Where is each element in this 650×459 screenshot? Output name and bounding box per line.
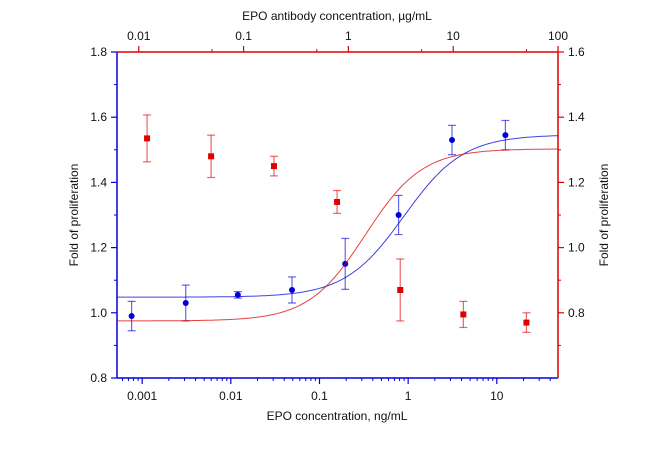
data-point xyxy=(182,300,189,307)
data-point xyxy=(523,319,530,326)
y2-tick-label: 1.4 xyxy=(568,110,585,124)
y-tick-label: 1.8 xyxy=(90,45,107,59)
data-point-group xyxy=(448,124,457,156)
x2-tick-label: 0.01 xyxy=(127,29,151,43)
y2-tick-label: 1.2 xyxy=(568,175,585,189)
x2-tick-label: 100 xyxy=(548,29,568,43)
x-axis-title: EPO concentration, ng/mL xyxy=(267,409,408,423)
x-tick-label: 0.001 xyxy=(127,389,157,403)
data-point-group xyxy=(394,194,403,236)
y-tick-label: 1.6 xyxy=(90,110,107,124)
y-axis-title: Fold of proliferation xyxy=(67,164,81,267)
data-point-group xyxy=(396,258,405,322)
y2-tick-label: 0.8 xyxy=(568,306,585,320)
data-point-group xyxy=(127,300,136,332)
data-point-group xyxy=(459,300,468,329)
fit-curve-antibody xyxy=(117,148,558,322)
data-point-group xyxy=(233,291,242,299)
data-point xyxy=(449,137,456,144)
axes: 0.001 0.01 0.1 1 10 0.01 0.1 1 10 100 0.8 1.0 1.2 1.4… xyxy=(90,29,585,403)
data-point xyxy=(208,153,215,160)
data-point xyxy=(395,212,402,218)
y2-tick-label: 1.6 xyxy=(568,45,585,59)
data-point xyxy=(334,198,341,205)
x-tick-label: 1 xyxy=(405,389,412,403)
x-tick-label: 10 xyxy=(490,389,504,403)
data-point-group xyxy=(522,312,531,333)
data-point xyxy=(502,132,509,139)
plot-area xyxy=(117,114,559,333)
data-point-group xyxy=(269,155,278,177)
y2-tick-label: 1.0 xyxy=(568,241,585,255)
x-tick-label: 0.01 xyxy=(219,389,243,403)
y-tick-label: 1.4 xyxy=(90,175,107,189)
x2-tick-label: 0.1 xyxy=(235,29,252,43)
x2-tick-label: 10 xyxy=(447,29,461,43)
data-point xyxy=(270,163,277,170)
y-tick-label: 1.2 xyxy=(90,241,107,255)
x-tick-label: 0.1 xyxy=(311,389,328,403)
data-point xyxy=(397,286,404,293)
x2-tick-label: 1 xyxy=(345,29,352,43)
data-point xyxy=(234,291,241,298)
data-point xyxy=(128,313,135,320)
data-point-group xyxy=(501,119,510,151)
data-point xyxy=(144,135,151,142)
data-point-group xyxy=(333,189,342,214)
data-point xyxy=(460,311,467,318)
data-point-group xyxy=(143,114,152,163)
data-point-group xyxy=(181,284,190,322)
data-point-group xyxy=(288,276,297,304)
y-tick-label: 0.8 xyxy=(90,371,107,385)
y-tick-label: 1.0 xyxy=(90,306,107,320)
fit-curve-epo xyxy=(117,135,559,298)
y2-axis-title: Fold of proliferation xyxy=(597,164,611,267)
data-point xyxy=(289,286,296,293)
x2-axis-title: EPO antibody concentration, µg/mL xyxy=(242,9,432,23)
data-point-group xyxy=(207,134,216,179)
